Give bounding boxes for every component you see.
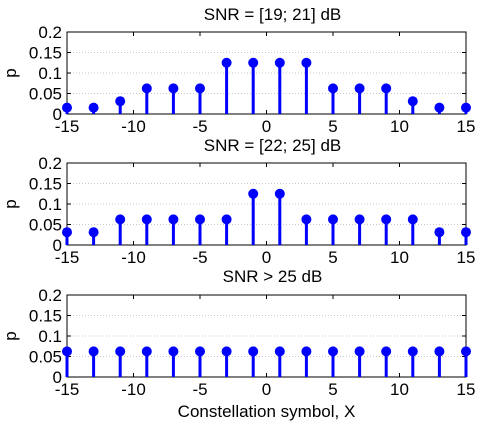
y-tick-label: 0.05 bbox=[29, 348, 62, 367]
y-axis-label: p bbox=[1, 199, 20, 208]
stem-marker bbox=[354, 346, 365, 357]
x-tick-label: -10 bbox=[121, 117, 146, 136]
stem-marker bbox=[141, 83, 152, 94]
y-tick-label: 0.2 bbox=[38, 154, 62, 173]
chart-title: SNR > 25 dB bbox=[223, 267, 323, 286]
x-tick-label: -10 bbox=[121, 248, 146, 267]
x-tick-label: -15 bbox=[55, 117, 80, 136]
stem-marker bbox=[221, 57, 232, 68]
x-tick-label: 5 bbox=[328, 380, 337, 399]
stem-marker bbox=[381, 346, 392, 357]
x-tick-label: 15 bbox=[457, 380, 476, 399]
stem-marker bbox=[62, 102, 72, 113]
stem-marker bbox=[62, 346, 72, 357]
x-tick-label: 15 bbox=[457, 117, 476, 136]
y-tick-label: 0.15 bbox=[29, 175, 62, 194]
x-axis-label: Constellation symbol, X bbox=[178, 402, 356, 421]
stem-marker bbox=[274, 188, 285, 199]
x-tick-label: -5 bbox=[192, 117, 207, 136]
stem-marker bbox=[221, 214, 232, 225]
y-tick-label: 0.2 bbox=[38, 23, 62, 42]
stem-marker bbox=[407, 214, 418, 225]
stem-marker bbox=[407, 96, 418, 107]
stem-marker bbox=[381, 83, 392, 94]
x-tick-label: 15 bbox=[457, 248, 476, 267]
stem-marker bbox=[248, 57, 259, 68]
chart-title: SNR = [19; 21] dB bbox=[204, 5, 342, 24]
stem-marker bbox=[461, 102, 471, 113]
x-tick-label: -15 bbox=[55, 380, 80, 399]
x-tick-label: -15 bbox=[55, 248, 80, 267]
x-tick-label: 10 bbox=[390, 380, 409, 399]
y-tick-label: 0.2 bbox=[38, 286, 62, 305]
x-tick-label: -5 bbox=[192, 380, 207, 399]
y-tick-label: 0.05 bbox=[29, 85, 62, 104]
stem-marker bbox=[168, 214, 179, 225]
y-tick-label: 0.05 bbox=[29, 216, 62, 235]
y-tick-label: 0.1 bbox=[38, 327, 62, 346]
stem-marker bbox=[115, 346, 126, 357]
x-tick-label: 5 bbox=[328, 117, 337, 136]
stem-marker bbox=[328, 214, 338, 225]
y-tick-label: 0 bbox=[53, 236, 62, 255]
y-tick-label: 0.1 bbox=[38, 195, 62, 214]
y-tick-label: 0 bbox=[53, 368, 62, 387]
stem-marker bbox=[434, 346, 445, 357]
y-tick-label: 0.1 bbox=[38, 64, 62, 83]
stem-marker bbox=[221, 346, 232, 357]
stem-marker bbox=[328, 346, 338, 357]
y-axis-label: p bbox=[1, 68, 20, 77]
stem-marker bbox=[461, 227, 471, 238]
stem-marker bbox=[274, 57, 285, 68]
x-tick-label: 0 bbox=[262, 248, 271, 267]
stem-marker bbox=[381, 214, 392, 225]
stem-marker bbox=[248, 188, 259, 199]
chart-title: SNR = [22; 25] dB bbox=[204, 136, 342, 155]
stem-marker bbox=[195, 83, 205, 94]
stem-marker bbox=[115, 214, 126, 225]
stem-marker bbox=[434, 102, 445, 113]
stem-marker bbox=[407, 346, 418, 357]
y-tick-label: 0.15 bbox=[29, 44, 62, 63]
stem-marker bbox=[354, 83, 365, 94]
stem-marker bbox=[354, 214, 365, 225]
y-axis-label: p bbox=[1, 331, 20, 340]
x-tick-label: 10 bbox=[390, 117, 409, 136]
stem-marker bbox=[115, 96, 126, 107]
stem-marker bbox=[88, 346, 99, 357]
stem-marker bbox=[274, 346, 285, 357]
x-tick-label: -10 bbox=[121, 380, 146, 399]
x-tick-label: -5 bbox=[192, 248, 207, 267]
stem-marker bbox=[301, 214, 312, 225]
x-tick-label: 10 bbox=[390, 248, 409, 267]
x-tick-label: 0 bbox=[262, 380, 271, 399]
stem-marker bbox=[62, 227, 72, 238]
stem-marker bbox=[141, 346, 152, 357]
y-tick-label: 0 bbox=[53, 105, 62, 124]
stem-marker bbox=[434, 227, 445, 238]
stem-marker bbox=[168, 346, 179, 357]
x-tick-label: 5 bbox=[328, 248, 337, 267]
stem-marker bbox=[141, 214, 152, 225]
stem-marker bbox=[248, 346, 259, 357]
stem-marker bbox=[168, 83, 179, 94]
stem-marker bbox=[195, 346, 205, 357]
stem-marker bbox=[328, 83, 338, 94]
stem-marker bbox=[301, 346, 312, 357]
stem-marker bbox=[195, 214, 205, 225]
y-tick-label: 0.15 bbox=[29, 307, 62, 326]
x-tick-label: 0 bbox=[262, 117, 271, 136]
stem-marker bbox=[88, 227, 99, 238]
stem-marker bbox=[461, 346, 471, 357]
stem-marker bbox=[301, 57, 312, 68]
stem-marker bbox=[88, 102, 99, 113]
